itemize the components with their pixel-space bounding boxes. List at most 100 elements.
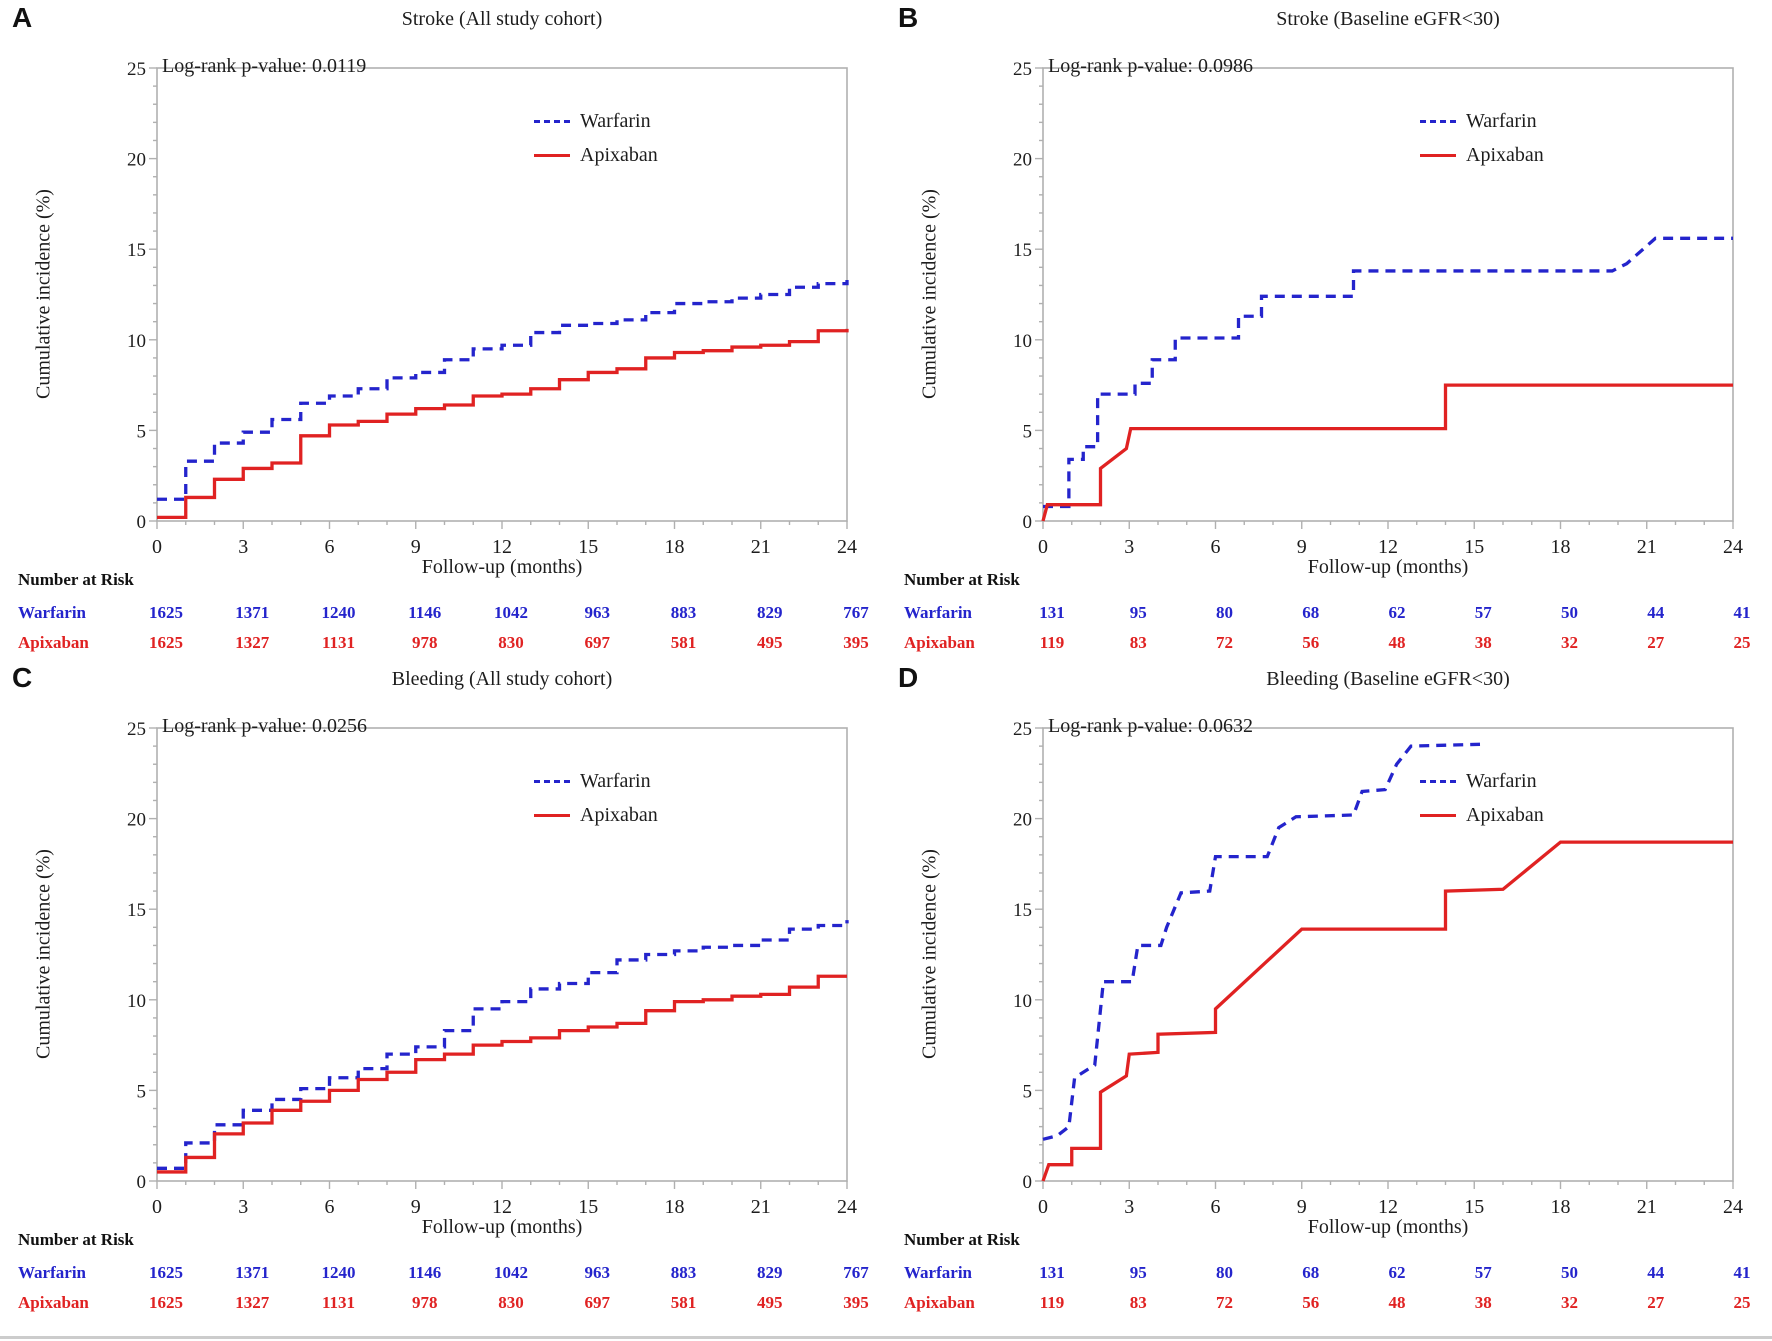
svg-text:21: 21 [751,536,771,558]
svg-text:10: 10 [1013,331,1032,352]
risk-count: 83 [1129,1293,1147,1312]
svg-text:18: 18 [665,1196,685,1218]
y-axis-label: Cumulative incidence (%) [918,849,941,1059]
risk-count: 1042 [494,603,528,622]
risk-count: 32 [1561,633,1578,652]
risk-count: 32 [1561,1293,1578,1312]
logrank-pvalue-text: Log-rank p-value: 0.0986 [1048,55,1253,77]
risk-table-header: Number at Risk [904,1230,1020,1249]
svg-text:24: 24 [837,1196,857,1218]
risk-row-label-warfarin: Warfarin [18,603,86,622]
svg-text:25: 25 [1013,719,1032,740]
apixaban-legend-label: Apixaban [1466,143,1544,166]
warfarin-dashed-line-icon [534,779,570,783]
risk-count: 57 [1474,1263,1492,1282]
risk-count: 963 [584,1263,611,1282]
risk-row-apixaban: Apixaban 119 83 72 56 48 38 32 27 25 [886,630,1772,656]
risk-count: 830 [498,1293,524,1312]
svg-text:6: 6 [325,536,335,558]
svg-text:25: 25 [127,719,146,740]
risk-count: 1146 [408,603,442,622]
risk-count: 1625 [149,1293,183,1312]
risk-count: 119 [1039,1293,1065,1312]
risk-row-warfarin: Warfarin 131 95 80 68 62 57 50 44 41 [886,1260,1772,1286]
risk-count: 38 [1474,633,1492,652]
y-axis-label: Cumulative incidence (%) [32,849,55,1059]
svg-text:0: 0 [137,1172,147,1193]
panel-letter: C [12,662,33,693]
warfarin-legend-label: Warfarin [580,769,651,792]
svg-text:18: 18 [665,536,685,558]
risk-count: 83 [1129,633,1147,652]
logrank-pvalue-text: Log-rank p-value: 0.0119 [162,55,367,77]
svg-text:6: 6 [1211,536,1221,558]
x-axis-label: Follow-up (months) [1307,1216,1469,1238]
risk-table-header: Number at Risk [904,570,1020,589]
risk-row-label-apixaban: Apixaban [904,1293,975,1312]
risk-count: 697 [584,1293,611,1312]
risk-count: 883 [670,603,697,622]
svg-text:15: 15 [127,240,146,261]
risk-count: 767 [843,1263,869,1282]
risk-count: 95 [1129,1263,1147,1282]
risk-count: 80 [1216,1263,1233,1282]
svg-text:20: 20 [127,810,146,831]
svg-text:25: 25 [1013,59,1032,80]
legend-row-warfarin: Warfarin [1420,104,1544,138]
legend: Warfarin Apixaban [534,104,658,172]
risk-count: 1240 [321,603,356,622]
panel-title: Bleeding (All study cohort) [391,668,613,690]
legend-row-apixaban: Apixaban [534,798,658,832]
legend: Warfarin Apixaban [534,764,658,832]
svg-text:20: 20 [1013,150,1032,171]
svg-text:3: 3 [238,1196,248,1218]
risk-count: 1625 [149,1263,183,1282]
risk-row-label-warfarin: Warfarin [904,603,972,622]
apixaban-solid-line-icon [534,813,570,817]
svg-text:5: 5 [137,421,147,442]
svg-text:15: 15 [578,1196,598,1218]
risk-row-apixaban: Apixaban 1625 1327 1131 978 830 697 581 495 395 [0,1290,886,1316]
svg-text:15: 15 [1013,900,1032,921]
legend: Warfarin Apixaban [1420,104,1544,172]
svg-text:12: 12 [492,536,512,558]
svg-text:10: 10 [127,331,146,352]
svg-text:24: 24 [1723,1196,1743,1218]
svg-text:3: 3 [1124,536,1134,558]
risk-count: 131 [1039,1263,1065,1282]
svg-text:12: 12 [492,1196,512,1218]
svg-text:15: 15 [578,536,598,558]
risk-count: 119 [1039,633,1065,652]
svg-text:10: 10 [127,991,146,1012]
risk-row-label-apixaban: Apixaban [18,1293,89,1312]
apixaban-solid-line-icon [1420,813,1456,817]
svg-text:15: 15 [1013,240,1032,261]
risk-count: 978 [412,633,438,652]
legend-row-warfarin: Warfarin [534,764,658,798]
risk-row-apixaban: Apixaban 119 83 72 56 48 38 32 27 25 [886,1290,1772,1316]
risk-count: 80 [1216,603,1233,622]
risk-row-label-warfarin: Warfarin [18,1263,86,1282]
risk-count: 1042 [494,1263,528,1282]
km-panel: D Bleeding (Baseline eGFR<30) 0 5 10 15 20 25… [886,660,1772,1320]
svg-text:0: 0 [152,536,162,558]
svg-text:9: 9 [411,536,421,558]
svg-text:21: 21 [751,1196,771,1218]
risk-count: 62 [1388,603,1406,622]
risk-count: 495 [757,1293,783,1312]
warfarin-dashed-line-icon [1420,779,1456,783]
risk-count: 395 [843,633,869,652]
x-axis-label: Follow-up (months) [1307,556,1469,578]
risk-count: 883 [670,1263,697,1282]
panel-title: Stroke (Baseline eGFR<30) [1276,8,1500,30]
svg-text:0: 0 [137,512,147,533]
risk-count: 1240 [321,1263,356,1282]
panel-letter: D [898,662,919,693]
y-axis-label: Cumulative incidence (%) [918,189,941,399]
risk-count: 1371 [235,603,270,622]
svg-text:15: 15 [1464,1196,1484,1218]
svg-text:21: 21 [1637,536,1657,558]
risk-count: 1371 [235,1263,270,1282]
apixaban-legend-label: Apixaban [580,143,658,166]
svg-text:0: 0 [1023,512,1033,533]
